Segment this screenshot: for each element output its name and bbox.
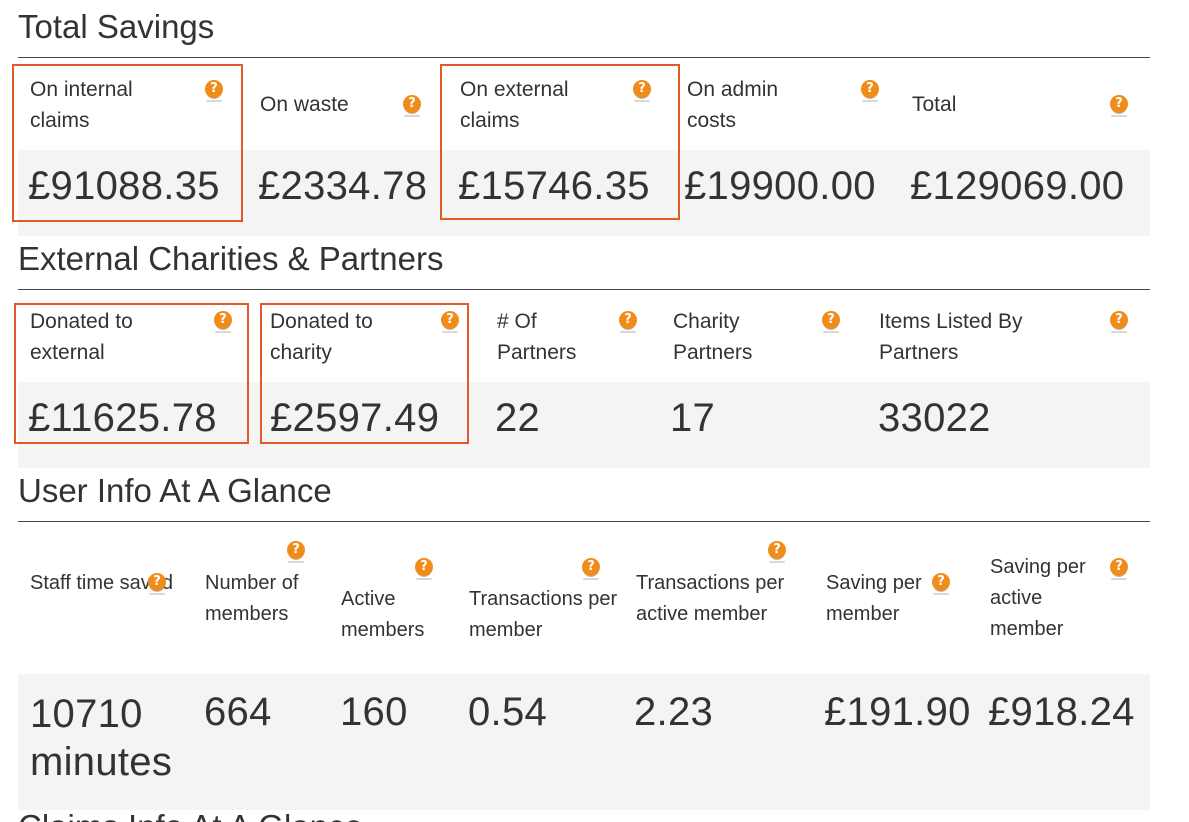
help-icon[interactable]: ? bbox=[214, 311, 232, 333]
highlight-box-internal-claims bbox=[12, 64, 243, 222]
help-icon[interactable]: ? bbox=[768, 541, 786, 563]
help-icon[interactable]: ? bbox=[403, 95, 421, 117]
value-number-of-partners: 22 bbox=[495, 396, 541, 440]
value-staff-time-saved: 10710 minutes bbox=[30, 692, 173, 784]
help-icon[interactable]: ? bbox=[932, 573, 950, 595]
label-charity-partners: Charity Partners bbox=[673, 310, 753, 364]
label-active-members: Active members bbox=[341, 588, 425, 641]
label-total: Total bbox=[912, 93, 957, 116]
user-info-title: User Info At A Glance bbox=[18, 472, 332, 509]
external-partners-divider bbox=[18, 289, 1150, 290]
help-icon[interactable]: ? bbox=[287, 541, 305, 563]
value-on-internal-claims: £91088.35 bbox=[28, 164, 220, 208]
label-on-admin-costs: On admin costs bbox=[687, 78, 779, 132]
help-icon[interactable]: ? bbox=[1110, 95, 1128, 117]
help-icon[interactable]: ? bbox=[582, 558, 600, 580]
value-on-external-claims: £15746.35 bbox=[458, 164, 650, 208]
value-donated-to-charity: £2597.49 bbox=[270, 396, 440, 440]
label-transactions-per-member: Transactions per member bbox=[469, 588, 618, 641]
label-saving-per-active-member: Saving per active member bbox=[990, 556, 1086, 640]
value-transactions-per-active-member: 2.23 bbox=[634, 690, 714, 734]
value-donated-to-external: £11625.78 bbox=[28, 396, 217, 440]
value-total: £129069.00 bbox=[910, 164, 1125, 208]
highlight-box-donated-external bbox=[14, 303, 249, 444]
help-icon[interactable]: ? bbox=[205, 80, 223, 102]
help-icon[interactable]: ? bbox=[148, 573, 166, 595]
label-on-waste: On waste bbox=[260, 93, 349, 116]
external-partners-values-band bbox=[18, 382, 1150, 468]
value-items-listed-by-partners: 33022 bbox=[878, 396, 991, 440]
label-on-internal-claims: On internal claims bbox=[30, 78, 133, 132]
label-donated-to-charity: Donated to charity bbox=[270, 310, 373, 364]
help-icon[interactable]: ? bbox=[861, 80, 879, 102]
user-info-values-band bbox=[18, 674, 1150, 810]
help-icon[interactable]: ? bbox=[441, 311, 459, 333]
external-partners-title: External Charities & Partners bbox=[18, 240, 444, 277]
label-items-listed-by-partners: Items Listed By Partners bbox=[879, 310, 1023, 364]
value-number-of-members: 664 bbox=[204, 690, 272, 734]
value-on-waste: £2334.78 bbox=[258, 164, 428, 208]
value-transactions-per-member: 0.54 bbox=[468, 690, 548, 734]
total-savings-divider bbox=[18, 57, 1150, 58]
label-number-of-partners: # Of Partners bbox=[497, 310, 577, 364]
label-donated-to-external: Donated to external bbox=[30, 310, 133, 364]
help-icon[interactable]: ? bbox=[822, 311, 840, 333]
label-staff-time-saved: Staff time saved bbox=[30, 572, 174, 594]
help-icon[interactable]: ? bbox=[619, 311, 637, 333]
value-saving-per-member: £191.90 bbox=[824, 690, 971, 734]
total-savings-title: Total Savings bbox=[18, 8, 215, 45]
help-icon[interactable]: ? bbox=[633, 80, 651, 102]
label-saving-per-member: Saving per member bbox=[826, 572, 922, 625]
value-on-admin-costs: £19900.00 bbox=[684, 164, 876, 208]
highlight-box-donated-charity bbox=[260, 303, 469, 444]
value-active-members: 160 bbox=[340, 690, 408, 734]
value-saving-per-active-member: £918.24 bbox=[988, 690, 1135, 734]
highlight-box-external-claims bbox=[440, 64, 680, 220]
value-charity-partners: 17 bbox=[670, 396, 716, 440]
label-number-of-members: Number of members bbox=[205, 572, 299, 625]
label-transactions-per-active-member: Transactions per active member bbox=[636, 572, 785, 625]
help-icon[interactable]: ? bbox=[1110, 558, 1128, 580]
user-info-divider bbox=[18, 521, 1150, 522]
label-on-external-claims: On external claims bbox=[460, 78, 569, 132]
help-icon[interactable]: ? bbox=[1110, 311, 1128, 333]
claims-info-title: Claims Info At A Glance bbox=[18, 808, 363, 822]
help-icon[interactable]: ? bbox=[415, 558, 433, 580]
